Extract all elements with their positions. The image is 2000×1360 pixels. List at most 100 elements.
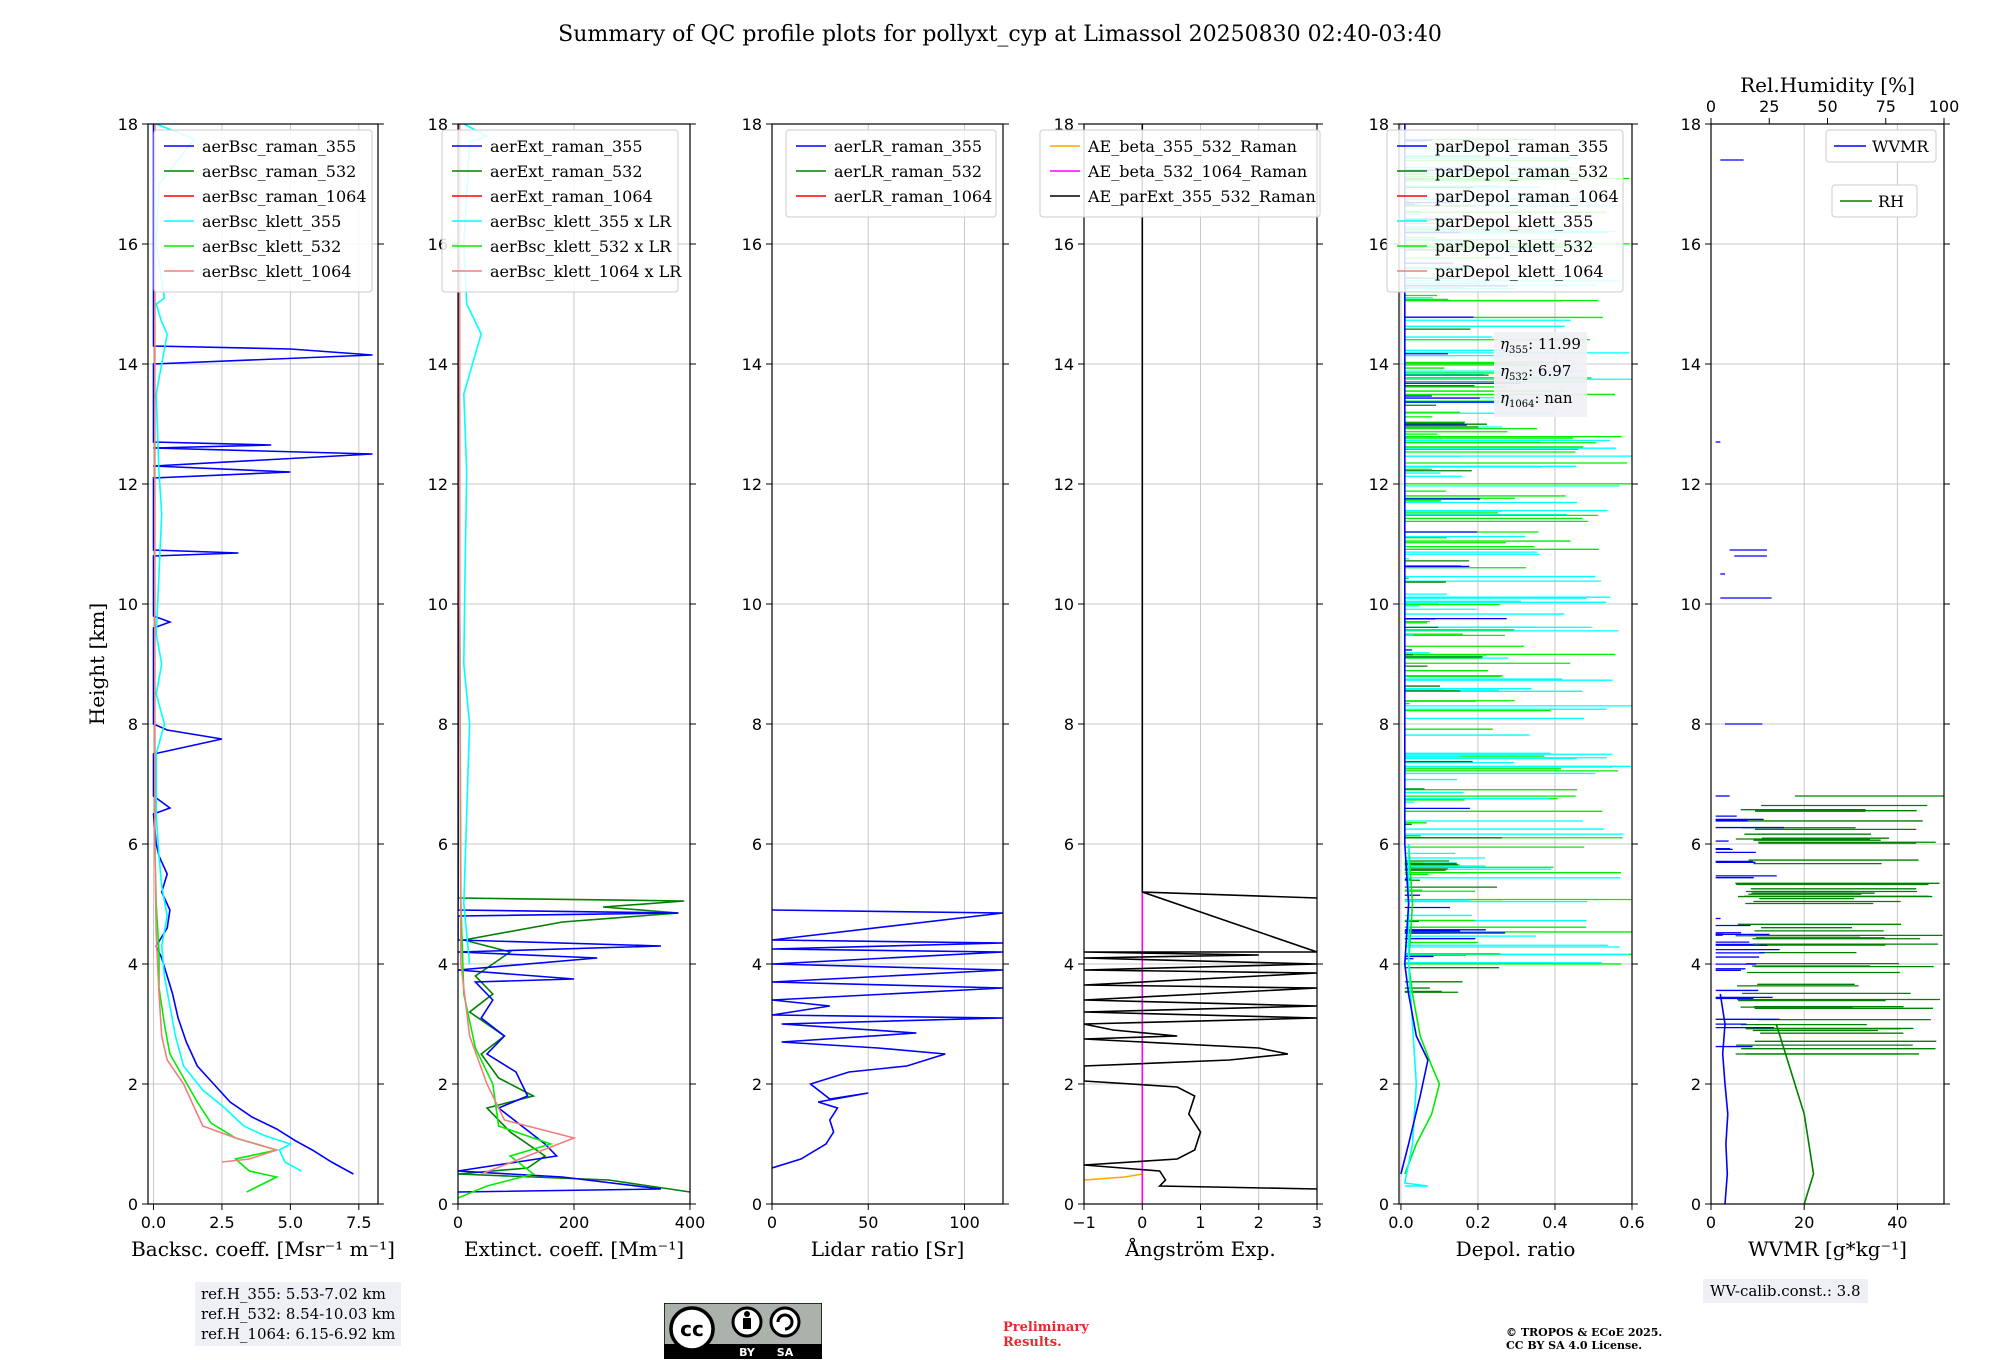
reference-heights-box: ref.H_355: 5.53-7.02 km ref.H_532: 8.54-… xyxy=(195,1282,402,1346)
y-tick-label: 0 xyxy=(438,1195,448,1214)
legend-label: aerLR_raman_1064 xyxy=(834,187,992,206)
y-tick-label: 16 xyxy=(1054,235,1074,254)
y-tick-label: 4 xyxy=(1064,955,1074,974)
x-tick-label: 0.2 xyxy=(1465,1213,1490,1232)
x-tick-label: 100 xyxy=(949,1213,980,1232)
series-group xyxy=(772,909,1003,1169)
legend-ae: AE_beta_355_532_Raman AE_beta_532_1064_Ra… xyxy=(1039,129,1321,218)
ref-height-532: ref.H_532: 8.54-10.03 km xyxy=(201,1305,396,1323)
x-axis-label: Ångström Exp. xyxy=(1124,1236,1275,1261)
legend-label: aerBsc_klett_532 xyxy=(202,237,341,256)
y-tick-label: 2 xyxy=(1064,1075,1074,1094)
y-tick-label: 10 xyxy=(118,595,138,614)
legend-rh: RH xyxy=(1831,184,1918,218)
panel-dep: 0.0 0.2 0.4 0.6 0 2 4 6 8 10 12 14 16 18 Depol. ratio p… xyxy=(1369,115,1645,1261)
plot-frame xyxy=(1710,123,1945,1205)
y-tick-label: 6 xyxy=(1379,835,1389,854)
legend-label: AE_beta_355_532_Raman xyxy=(1087,137,1297,156)
plot-frame xyxy=(771,123,1004,1205)
copyright-line-2: CC BY SA 4.0 License. xyxy=(1506,1339,1643,1352)
x-axis-label: Lidar ratio [Sr] xyxy=(811,1237,965,1261)
legend-label: parDepol_klett_532 xyxy=(1435,237,1593,256)
legend-label: aerBsc_raman_355 xyxy=(202,137,356,156)
x-tick-label: 0.6 xyxy=(1619,1213,1644,1232)
y-tick-label: 0 xyxy=(1379,1195,1389,1214)
legend-frame xyxy=(441,129,679,293)
eta-1064: η1064: nan xyxy=(1500,389,1573,410)
eta-box: η355: 11.99 η532: 6.97 η1064: nan xyxy=(1494,332,1587,417)
legend-frame xyxy=(1386,129,1624,293)
series-parDepol_klett_532 xyxy=(1404,843,1441,1175)
eta-532: η532: 6.97 xyxy=(1500,362,1572,383)
top-x-axis-label: Rel.Humidity [%] xyxy=(1740,73,1915,97)
y-tick-label: 16 xyxy=(118,235,138,254)
by-label: BY xyxy=(739,1346,756,1359)
y-tick-label: 2 xyxy=(128,1075,138,1094)
y-tick-label: 6 xyxy=(128,835,138,854)
y-tick-label: 14 xyxy=(742,355,762,374)
x-tick-label: 400 xyxy=(675,1213,706,1232)
cc-logo-text: cc xyxy=(680,1317,704,1341)
y-tick-label: 4 xyxy=(1379,955,1389,974)
legend-label: AE_beta_532_1064_Raman xyxy=(1087,162,1307,181)
legend-label: WVMR xyxy=(1872,137,1929,156)
y-tick-label: 4 xyxy=(1691,955,1701,974)
x-tick-label: 0 xyxy=(1706,1213,1716,1232)
legend-frame xyxy=(153,129,373,293)
preliminary-line-2: Results. xyxy=(1003,1335,1062,1350)
series-WVMR xyxy=(1719,993,1729,1204)
x-tick-label: 40 xyxy=(1887,1213,1907,1232)
legend-label: parDepol_klett_355 xyxy=(1435,212,1593,231)
x-tick-label: 3 xyxy=(1312,1213,1322,1232)
y-tick-label: 14 xyxy=(1054,355,1074,374)
x-tick-label: −1 xyxy=(1072,1213,1096,1232)
x-tick-label: 0.0 xyxy=(141,1213,166,1232)
legend-label: aerLR_raman_355 xyxy=(834,137,982,156)
y-tick-label: 18 xyxy=(742,115,762,134)
y-tick-label: 8 xyxy=(128,715,138,734)
y-tick-label: 8 xyxy=(438,715,448,734)
x-tick-label: 1 xyxy=(1195,1213,1205,1232)
wv-calib-box: WV-calib.const.: 3.8 xyxy=(1703,1279,1868,1303)
y-tick-label: 2 xyxy=(1691,1075,1701,1094)
x-tick-label: 0 xyxy=(453,1213,463,1232)
x-tick-label: 0 xyxy=(1137,1213,1147,1232)
panel-bsc: 0.0 2.5 5.0 7.5 0 2 4 6 8 10 12 14 16 18 Backsc. coeff… xyxy=(85,115,395,1261)
legend-dep: parDepol_raman_355 parDepol_raman_532 parD… xyxy=(1386,129,1624,293)
series-AE_beta_355_532_Raman xyxy=(1084,1173,1143,1181)
legend-frame xyxy=(1039,129,1321,218)
series-RH xyxy=(1775,1023,1815,1204)
y-tick-label: 14 xyxy=(1681,355,1701,374)
legend-label: aerExt_raman_355 xyxy=(490,137,643,156)
legend-bsc: aerBsc_raman_355 aerBsc_raman_532 aerBsc_r… xyxy=(153,129,373,293)
y-tick-label: 4 xyxy=(128,955,138,974)
y-tick-label: 4 xyxy=(438,955,448,974)
y-tick-label: 8 xyxy=(1064,715,1074,734)
legend-frame xyxy=(1825,129,1937,163)
y-tick-label: 14 xyxy=(1369,355,1389,374)
x-axis-label: WVMR [g*kg⁻¹] xyxy=(1748,1237,1907,1261)
legend-label: AE_parExt_355_532_Raman xyxy=(1087,187,1316,206)
y-tick-label: 14 xyxy=(428,355,448,374)
legend-label: aerBsc_raman_1064 xyxy=(202,187,367,206)
top-x-tick-label: 50 xyxy=(1817,97,1837,116)
x-axis-label: Backsc. coeff. [Msr⁻¹ m⁻¹] xyxy=(131,1237,395,1261)
y-tick-label: 12 xyxy=(118,475,138,494)
y-tick-label: 18 xyxy=(1054,115,1074,134)
y-tick-label: 6 xyxy=(438,835,448,854)
panel-wv: 0 20 40 0 2 4 6 8 10 12 14 16 18 WVMR [g*kg⁻¹] 0 25 50 75… xyxy=(1681,73,1960,1261)
y-tick-label: 16 xyxy=(742,235,762,254)
legend-label: aerBsc_klett_355 xyxy=(202,212,341,231)
y-tick-label: 12 xyxy=(742,475,762,494)
y-tick-label: 10 xyxy=(742,595,762,614)
y-tick-label: 10 xyxy=(1054,595,1074,614)
legend-label: RH xyxy=(1878,192,1904,211)
figure-title: Summary of QC profile plots for pollyxt_… xyxy=(558,22,1442,47)
y-tick-label: 8 xyxy=(752,715,762,734)
plot-frame xyxy=(147,123,379,1205)
series-group xyxy=(1715,159,1944,1204)
sa-arrow-icon xyxy=(776,1313,794,1331)
y-tick-label: 0 xyxy=(1691,1195,1701,1214)
